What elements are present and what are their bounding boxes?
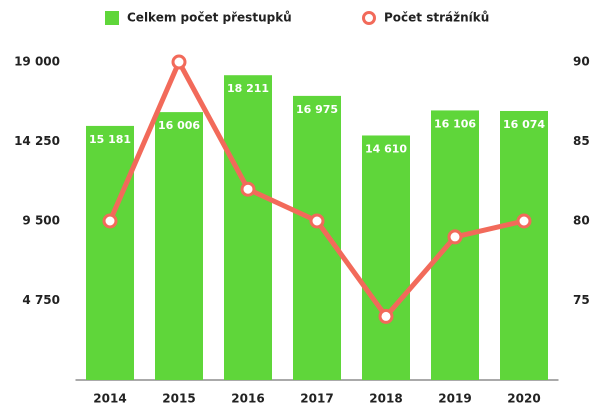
y-tick-label: 9 500 [22, 214, 60, 228]
bar [500, 110, 548, 381]
value-label: 16 074 [503, 118, 545, 131]
legend-swatch [105, 11, 119, 25]
legend-label: Počet strážníků [384, 11, 489, 25]
legend-label: Celkem počet přestupků [127, 11, 292, 25]
y2-tick-label: 80 [573, 214, 590, 228]
point [171, 54, 187, 70]
y-tick-label: 19 000 [14, 55, 60, 69]
x-tick-label: 2020 [507, 392, 540, 406]
value-label: 16 006 [158, 119, 200, 132]
point [378, 308, 394, 324]
bar [431, 110, 479, 380]
bar [224, 75, 272, 380]
point [102, 213, 118, 229]
x-tick-label: 2018 [369, 392, 402, 406]
point [309, 213, 325, 229]
y2-tick-label: 75 [573, 293, 590, 307]
point [516, 213, 532, 229]
value-label: 15 181 [89, 133, 131, 146]
bar [293, 95, 341, 381]
x-tick-label: 2017 [300, 392, 333, 406]
y2-tick-label: 90 [573, 55, 590, 69]
value-label: 18 211 [227, 82, 269, 95]
y-tick-label: 4 750 [22, 293, 60, 307]
y-tick-label: 14 250 [14, 134, 60, 148]
bar [155, 112, 203, 380]
legend-marker [362, 11, 376, 25]
y2-tick-label: 85 [573, 134, 590, 148]
value-label: 16 106 [434, 117, 476, 130]
value-label: 16 975 [296, 103, 338, 116]
value-label: 14 610 [365, 142, 407, 155]
x-tick-label: 2016 [231, 392, 264, 406]
x-tick-label: 2014 [93, 392, 126, 406]
x-tick-label: 2015 [162, 392, 195, 406]
point [240, 181, 256, 197]
x-tick-label: 2019 [438, 392, 471, 406]
bar [86, 125, 134, 380]
point [447, 229, 463, 245]
bar [362, 135, 410, 380]
